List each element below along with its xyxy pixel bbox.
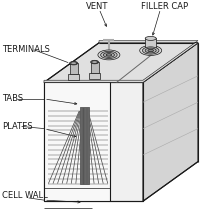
Text: CELL WALL: CELL WALL: [2, 191, 48, 200]
Text: VENT: VENT: [86, 2, 108, 11]
Text: TERMINALS: TERMINALS: [2, 45, 50, 54]
Text: TABS: TABS: [2, 94, 23, 103]
Ellipse shape: [98, 50, 120, 60]
Bar: [89, 73, 100, 79]
Ellipse shape: [92, 61, 98, 63]
Bar: [68, 74, 79, 80]
Ellipse shape: [145, 36, 156, 40]
Polygon shape: [44, 82, 110, 201]
Text: PLATES: PLATES: [2, 122, 33, 131]
Ellipse shape: [140, 46, 162, 56]
Ellipse shape: [148, 49, 154, 52]
Polygon shape: [44, 43, 198, 82]
Polygon shape: [143, 43, 198, 201]
Bar: [70, 63, 78, 74]
Ellipse shape: [101, 51, 117, 59]
Polygon shape: [44, 41, 198, 82]
Text: FILLER CAP: FILLER CAP: [141, 2, 189, 11]
Ellipse shape: [70, 61, 78, 65]
Ellipse shape: [91, 60, 99, 64]
Ellipse shape: [71, 62, 77, 64]
Ellipse shape: [145, 48, 156, 53]
Polygon shape: [44, 82, 143, 201]
Polygon shape: [80, 107, 89, 184]
Ellipse shape: [106, 54, 112, 56]
Ellipse shape: [103, 52, 114, 57]
Ellipse shape: [143, 47, 159, 54]
Bar: [91, 62, 99, 73]
Bar: [145, 38, 156, 52]
